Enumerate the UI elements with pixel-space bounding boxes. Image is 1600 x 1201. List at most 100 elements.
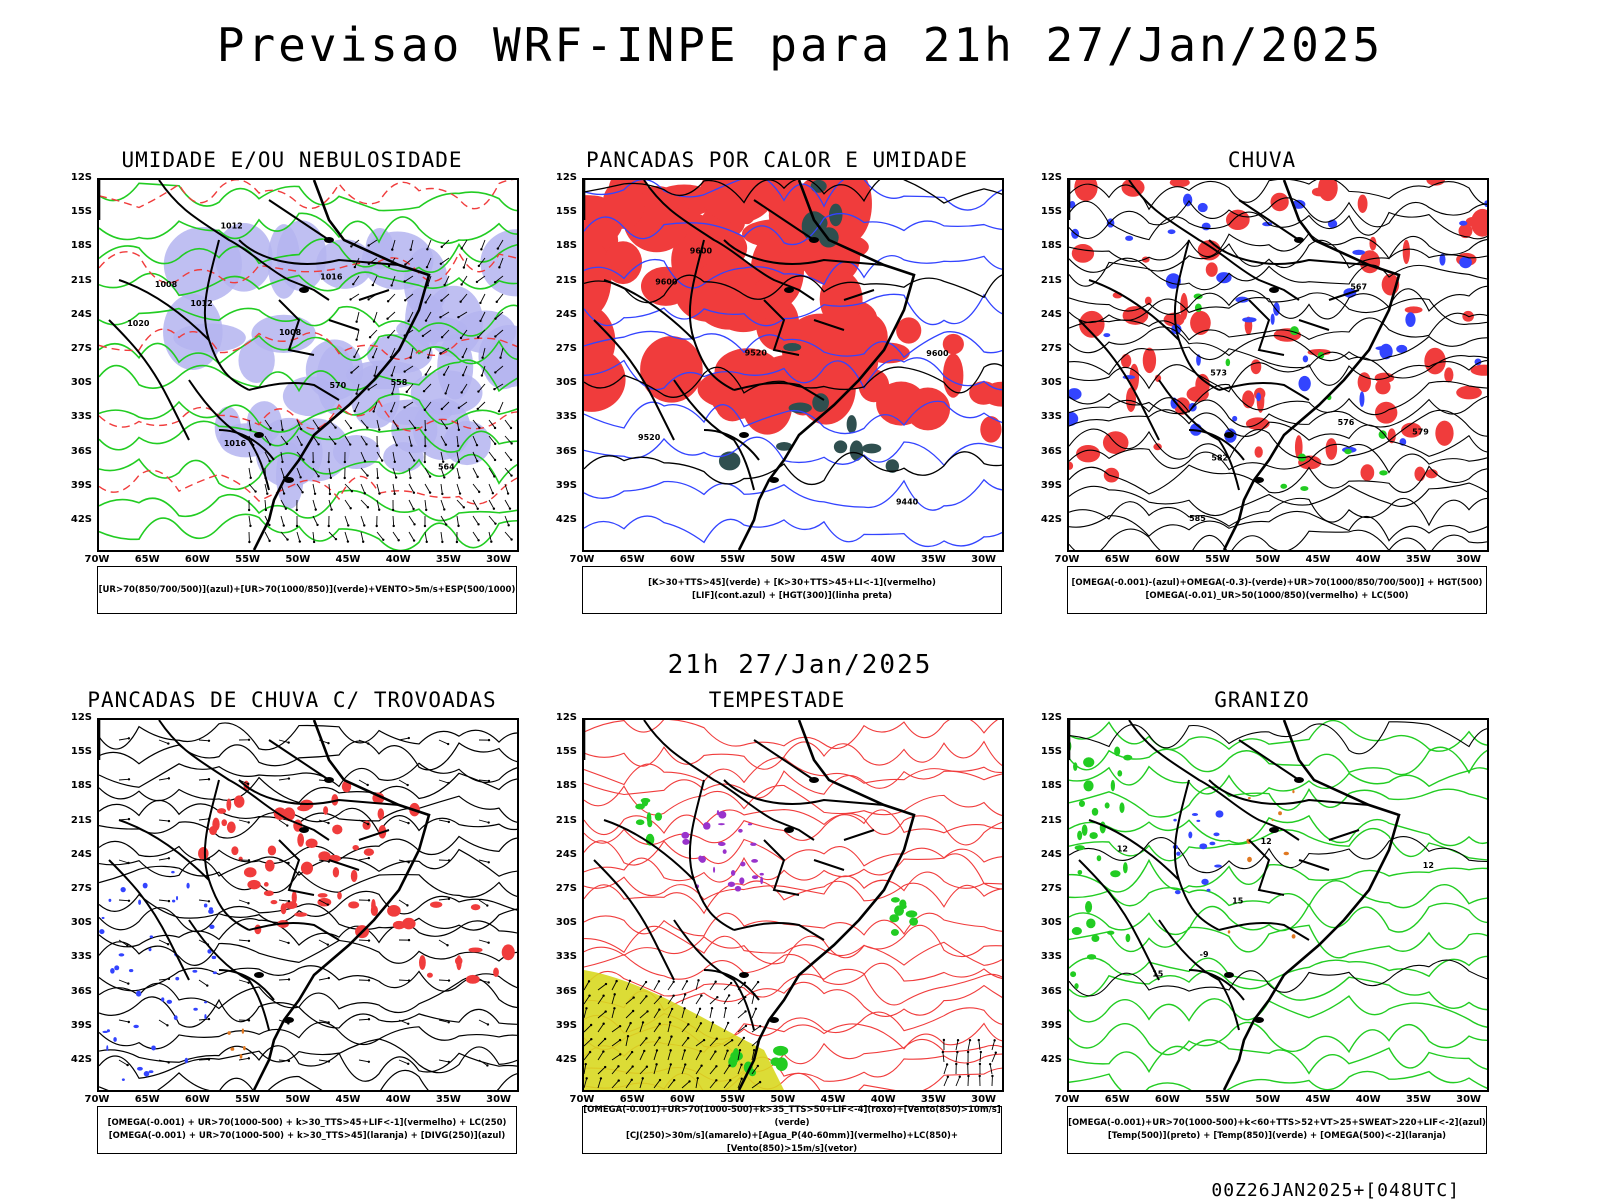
shaded-area (1405, 306, 1423, 313)
wind-vector (992, 1053, 996, 1062)
contour-line (584, 854, 1002, 889)
shaded-area (1175, 890, 1181, 894)
wind-vector-head (443, 374, 445, 376)
latitude-tick: 39S (60, 480, 92, 491)
contour-label: 582 (1211, 453, 1228, 462)
wind-vector (374, 312, 377, 322)
wind-vector-head (673, 1079, 675, 1081)
wind-vector-head (463, 506, 465, 508)
wind-vector (119, 1020, 129, 1022)
wind-vector-head (396, 444, 398, 446)
wind-vector-head (128, 737, 130, 739)
contour-line (1069, 465, 1487, 494)
shaded-area (378, 808, 385, 819)
wind-vector-head (426, 541, 428, 543)
contour-label: -9 (1200, 950, 1209, 959)
wind-vector-head (687, 1023, 689, 1025)
latitude-tick: 33S (1030, 411, 1062, 422)
panel-title: CHUVA (1022, 148, 1502, 172)
wind-vector-head (488, 739, 490, 741)
lake (769, 477, 779, 483)
shaded-area (1214, 864, 1222, 867)
wind-vector-head (377, 477, 379, 479)
shaded-area (193, 1008, 198, 1011)
wind-vector-head (376, 525, 378, 527)
wind-vector (159, 1020, 167, 1025)
wind-vector (464, 258, 467, 267)
wind-vector-head (412, 508, 414, 510)
wind-vector (968, 1040, 970, 1050)
wind-vector-head (350, 427, 352, 429)
wind-vector-head (381, 459, 383, 461)
wind-vector-head (414, 427, 416, 429)
wind-vector-head (441, 336, 443, 338)
wind-vector (956, 1077, 960, 1086)
wind-vector (479, 940, 489, 943)
shaded-area (151, 1045, 156, 1050)
panel-legend: [UR>70(850/700/500)](azul)+[UR>70(1000/8… (97, 566, 517, 614)
shaded-area (348, 901, 359, 908)
shaded-area (1405, 312, 1415, 327)
wind-vector-head (446, 427, 448, 429)
wind-vector-head (590, 1038, 592, 1040)
wind-vector (425, 500, 426, 510)
shaded-area (352, 845, 358, 850)
longitude-tick: 55W (233, 554, 263, 565)
contour-line (584, 771, 1002, 798)
shaded-area (294, 912, 307, 917)
shaded-area (1273, 302, 1280, 315)
shaded-area (1097, 855, 1102, 861)
contour-line (99, 940, 517, 965)
wind-vector-head (618, 1079, 620, 1081)
shaded-area (186, 883, 189, 889)
contour-label: 15 (1232, 897, 1244, 906)
wind-vector-head (424, 409, 426, 411)
shaded-area (175, 977, 179, 981)
wind-vector-head (392, 525, 394, 527)
wind-vector-head (726, 1049, 728, 1051)
lake (254, 432, 264, 438)
shaded-area (1083, 780, 1093, 791)
wind-vector-head (711, 1007, 713, 1009)
wind-vector-head (351, 490, 353, 492)
contour-line (99, 997, 517, 1028)
wind-vector-head (700, 994, 702, 996)
panel-legend: [OMEGA(-0.001)+UR>70(1000-500)+k<60+TTS>… (1067, 1106, 1487, 1154)
shaded-area (1318, 180, 1338, 201)
wind-vector-head (368, 1061, 370, 1063)
wind-vector (505, 532, 512, 540)
wind-vector-head (355, 339, 357, 341)
wind-vector-head (403, 370, 405, 372)
shaded-area (469, 947, 483, 952)
wind-vector-head (991, 1075, 993, 1077)
wind-vector-head (268, 460, 270, 462)
wind-vector-head (168, 857, 170, 859)
longitude-tick: 55W (718, 554, 748, 565)
wind-vector (279, 940, 289, 943)
wind-vector-head (439, 352, 441, 354)
wind-vector (159, 820, 169, 821)
wind-vector-head (286, 443, 288, 445)
wind-vector-head (126, 944, 128, 946)
wind-vector (752, 994, 754, 1004)
shaded-area (1188, 831, 1192, 838)
longitude-tick: 55W (1203, 1094, 1233, 1105)
legend-line: [LIF](cont.azul) + [HGT(300)](linha pret… (583, 590, 1001, 603)
political-border (249, 923, 339, 940)
wind-vector-head (168, 777, 170, 779)
wind-vector-head (714, 981, 716, 983)
shaded-area (1270, 193, 1288, 212)
shaded-area (1114, 746, 1120, 756)
wind-vector (479, 1020, 488, 1024)
contour-line (1069, 747, 1487, 774)
shaded-area (1119, 802, 1124, 813)
wind-vector-head (208, 858, 210, 860)
wind-vector (370, 330, 377, 337)
latitude-tick: 30S (545, 377, 577, 388)
wind-vector-head (672, 995, 674, 997)
longitude-tick: 30W (969, 554, 999, 565)
wind-vector-head (493, 508, 495, 510)
wind-vector-head (390, 410, 392, 412)
latitude-tick: 18S (1030, 780, 1062, 791)
